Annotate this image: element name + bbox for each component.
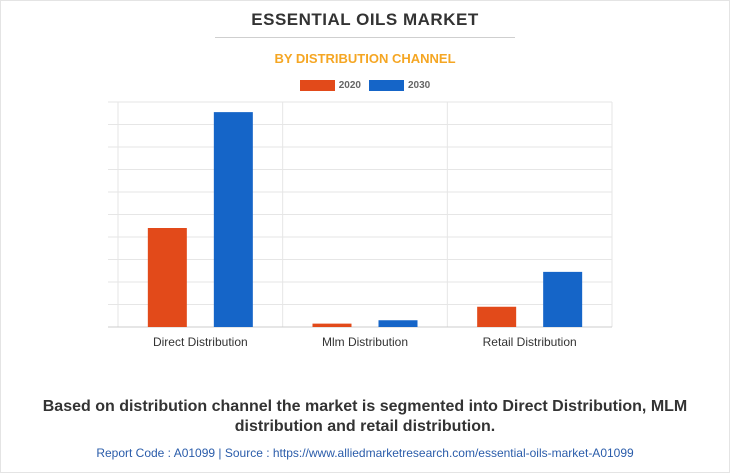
x-tick-label: Retail Distribution	[483, 335, 577, 349]
x-tick-label: Direct Distribution	[153, 335, 248, 349]
chart-subtitle: BY DISTRIBUTION CHANNEL	[274, 51, 456, 66]
title-divider	[215, 37, 515, 38]
bar-2030-mlm-distribution	[378, 320, 418, 327]
legend-label-2030: 2030	[408, 80, 431, 91]
bar-2030-retail-distribution	[543, 271, 583, 327]
report-source-footer[interactable]: Report Code : A01099 | Source : https://…	[96, 446, 634, 460]
legend-label-2020: 2020	[338, 80, 361, 91]
legend-item-2030[interactable]: 2030	[369, 80, 430, 91]
bar-2030-direct-distribution	[213, 112, 253, 327]
legend-item-2020[interactable]: 2020	[299, 80, 361, 91]
bar-2020-retail-distribution	[477, 306, 517, 327]
bar-2020-direct-distribution	[147, 228, 187, 327]
legend-swatch-2030	[369, 80, 404, 91]
chart-legend: 2020 2030	[0, 80, 730, 91]
bar-2020-mlm-distribution	[312, 323, 352, 327]
legend-swatch-2020	[299, 80, 335, 91]
chart-title: ESSENTIAL OILS MARKET	[251, 10, 479, 29]
x-tick-label: Mlm Distribution	[322, 335, 408, 349]
chart-caption: Based on distribution channel the market…	[42, 398, 688, 435]
